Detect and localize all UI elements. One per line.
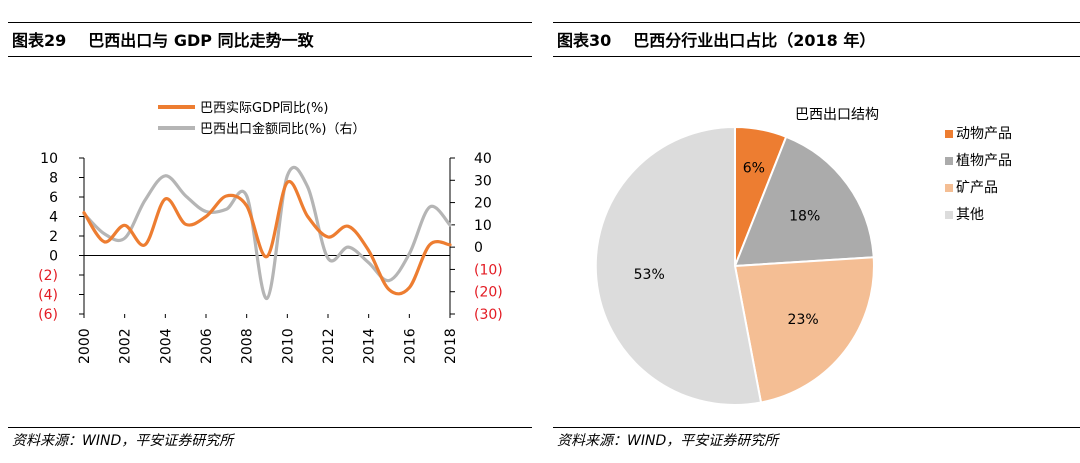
chart-legend: 巴西实际GDP同比(%) 巴西出口金额同比(%)（右） [158,101,366,137]
title-bottom-rule [553,56,1080,57]
right-tick-label: 20 [474,196,492,212]
pie-title: 巴西出口结构 [795,107,879,123]
left-tick-label: (2) [38,268,58,284]
left-tick-label: 2 [49,229,58,245]
source-rule [553,427,1080,428]
legend-label: 其他 [956,207,984,223]
legend-label: 动物产品 [956,126,1012,142]
x-tick-label: 2010 [280,328,296,364]
figure-title: 图表29 巴西出口与 GDP 同比走势一致 [12,27,314,51]
legend-swatch [945,184,953,192]
right-tick-label: (20) [474,285,503,301]
right-tick-label: (30) [474,307,503,323]
source-rule [8,427,532,428]
figure-title-text: 巴西分行业出口占比（2018 年） [633,31,876,50]
x-tick-label: 2008 [240,328,256,364]
left-tick-label: 10 [40,151,58,167]
slice-value-label: 53% [634,267,665,283]
x-tick-label: 2014 [362,328,378,364]
left-tick-label: (4) [38,288,58,304]
legend-label-exports: 巴西出口金额同比(%)（右） [200,121,366,137]
left-tick-label: 6 [49,190,58,206]
left-tick-label: (6) [38,307,58,323]
legend-label-gdp: 巴西实际GDP同比(%) [200,101,328,116]
figure-title: 图表30 巴西分行业出口占比（2018 年） [557,27,875,51]
right-tick-label: (10) [474,262,503,278]
slice-value-label: 23% [788,312,819,328]
slice-mineral-products [733,256,875,404]
figure-number: 图表29 [12,31,67,50]
figure-29-panel: 图表29 巴西出口与 GDP 同比走势一致 巴西实际GDP同比(%) 巴西出口金额… [0,0,532,463]
source-note: 资料来源：WIND，平安证券研究所 [12,433,234,449]
legend-label: 植物产品 [956,153,1012,169]
figure-30-panel: 图表30 巴西分行业出口占比（2018 年） 巴西出口结构 6% 18% 23% 53%… [545,0,1080,463]
slice-value-label: 6% [743,161,765,177]
legend-swatch [945,211,953,219]
series-line-gdp [82,179,452,296]
legend-label: 矿产品 [956,180,998,196]
x-tick-label: 2012 [321,328,337,364]
title-top-rule [8,22,532,23]
left-tick-label: 4 [49,210,58,226]
title-top-rule [553,22,1080,23]
title-bottom-rule [8,56,532,57]
slice-plant-products [733,135,875,268]
x-tick-label: 2018 [443,328,459,364]
x-tick-label: 2016 [402,328,418,364]
right-tick-label: 30 [474,173,492,189]
right-tick-label: 40 [474,151,492,167]
series-line-exports [82,165,452,301]
left-tick-label: 0 [49,249,58,265]
right-tick-label: 10 [474,218,492,234]
x-tick-label: 2006 [199,328,215,364]
chart-axes: 1086420(2)(4)(6)403020100(10)(20)(30)200… [38,151,503,364]
left-tick-label: 8 [49,171,58,187]
chart-series [82,165,452,301]
legend-swatch [945,130,953,138]
legend-swatch [945,157,953,165]
x-tick-label: 2002 [118,328,134,364]
pie-slices: 6% 18% 23% 53% [594,125,875,406]
x-tick-label: 2000 [77,328,93,364]
line-chart: 巴西实际GDP同比(%) 巴西出口金额同比(%)（右） 1086420(2)(4… [38,101,503,364]
figure-title-text: 巴西出口与 GDP 同比走势一致 [88,31,314,50]
source-note: 资料来源：WIND，平安证券研究所 [557,433,779,449]
slice-other [594,125,763,406]
slice-value-label: 18% [789,208,820,224]
x-tick-label: 2004 [158,328,174,364]
figure-number: 图表30 [557,31,612,50]
right-tick-label: 0 [474,240,483,256]
